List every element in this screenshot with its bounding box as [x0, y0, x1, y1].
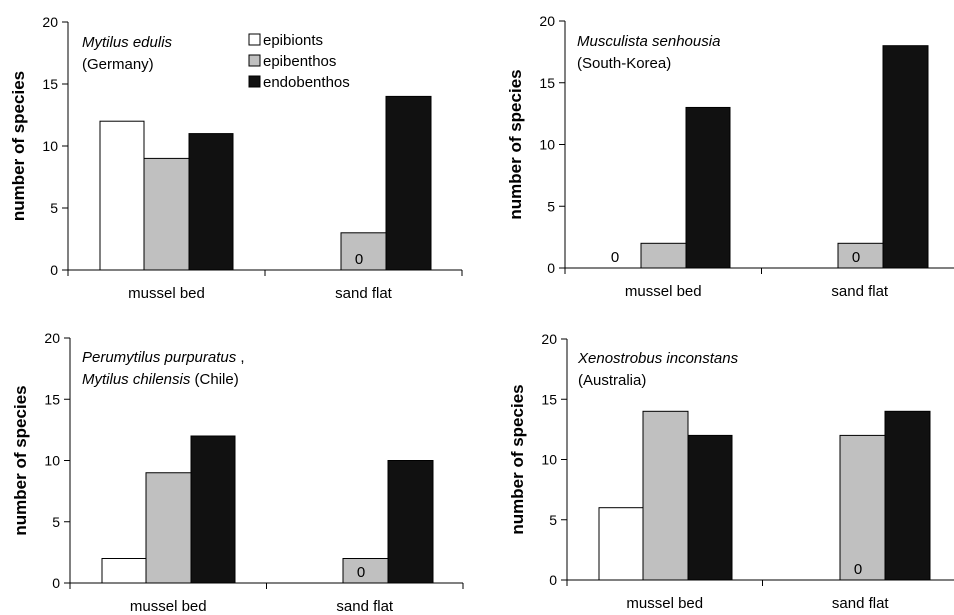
zero-value-label: 0 [357, 564, 365, 581]
y-axis-title: number of species [11, 385, 30, 535]
location-text: (Chile) [190, 371, 238, 388]
y-tick-label: 0 [547, 260, 555, 276]
bar-endobenthos-2 [385, 95, 432, 271]
zero-value-label: 0 [355, 251, 363, 268]
bar-endobenthos-1 [188, 133, 234, 271]
chart-panel-2: 0 0 0 5 10 15 20 mussel bed sand flat number of s… [506, 13, 954, 300]
x-category-label: mussel bed [130, 598, 207, 615]
bar-epibenthos-2 [342, 558, 389, 584]
legend-swatch-endobenthos [248, 75, 261, 88]
y-tick-label: 10 [541, 452, 557, 468]
bar-endobenthos-2 [882, 45, 929, 269]
species-name-italic: Perumytilus purpuratus [82, 349, 237, 366]
location-text: (South-Korea) [577, 55, 671, 72]
bar-endobenthos-1 [190, 435, 236, 584]
y-tick-label: 10 [42, 138, 58, 154]
y-axis-title: number of species [508, 384, 527, 534]
y-axis-title: number of species [9, 71, 28, 221]
species-annotation: (Australia) [578, 372, 646, 389]
x-category-label: sand flat [336, 598, 394, 615]
chart-panel-3: 0 0 5 10 15 20 mussel bed sand flat number of sp… [11, 330, 464, 615]
species-annotation: Musculista senhousia [577, 33, 720, 50]
zero-value-label: 0 [611, 249, 619, 266]
y-tick-label: 0 [52, 575, 60, 591]
bar-endobenthos-1 [687, 434, 733, 581]
x-category-label: mussel bed [128, 285, 205, 302]
species-annotation: Mytilus chilensis (Chile) [82, 371, 239, 388]
species-name-italic: Musculista senhousia [577, 33, 720, 50]
x-category-label: sand flat [335, 285, 393, 302]
bar-endobenthos-1 [685, 106, 731, 269]
zero-value-label: 0 [854, 561, 862, 578]
bar-epibionts-1 [598, 507, 644, 581]
legend-swatch-epibionts [248, 33, 261, 46]
bar-epibenthos-1 [640, 242, 687, 269]
y-tick-label: 20 [44, 330, 60, 346]
bar-epibenthos-1 [143, 157, 190, 271]
location-text: (Australia) [578, 372, 646, 389]
legend-swatch-epibenthos [248, 54, 261, 67]
bar-epibenthos-1 [145, 472, 192, 584]
species-name-italic: Mytilus edulis [82, 34, 173, 51]
legend-label-epibenthos: epibenthos [263, 53, 336, 70]
species-annotation: (South-Korea) [577, 55, 671, 72]
bar-epibenthos-2 [839, 434, 886, 581]
y-tick-label: 20 [42, 14, 58, 30]
legend-label-epibionts: epibionts [263, 32, 323, 49]
y-tick-label: 15 [539, 75, 555, 91]
y-tick-label: 0 [549, 572, 557, 588]
bar-endobenthos-2 [387, 460, 434, 584]
species-annotation: Mytilus edulis [82, 34, 173, 51]
x-category-label: mussel bed [625, 283, 702, 300]
y-tick-label: 5 [50, 200, 58, 216]
y-tick-label: 10 [539, 137, 555, 153]
location-text: , [236, 349, 244, 366]
species-annotation: (Germany) [82, 56, 154, 73]
species-name-italic: Xenostrobus inconstans [577, 350, 739, 367]
y-tick-label: 15 [541, 391, 557, 407]
y-tick-label: 10 [44, 453, 60, 469]
legend-label-endobenthos: endobenthos [263, 74, 350, 91]
bar-epibenthos-1 [642, 410, 689, 581]
bar-endobenthos-2 [884, 410, 931, 581]
y-axis-title: number of species [506, 69, 525, 219]
y-tick-label: 5 [52, 514, 60, 530]
bar-epibionts-1 [99, 120, 145, 271]
chart-panel-1: 0 0 5 10 15 20 mussel bed sand flat number of sp… [9, 14, 463, 302]
y-tick-label: 15 [44, 391, 60, 407]
y-tick-label: 5 [547, 198, 555, 214]
x-category-label: sand flat [831, 283, 889, 300]
y-tick-label: 15 [42, 76, 58, 92]
bar-epibenthos-2 [340, 232, 387, 271]
x-category-label: sand flat [832, 595, 890, 612]
species-annotation: Xenostrobus inconstans [577, 350, 739, 367]
location-text: (Germany) [82, 56, 154, 73]
y-tick-label: 20 [539, 13, 555, 29]
bar-epibenthos-2 [837, 242, 884, 269]
bar-epibionts-1 [101, 558, 147, 584]
zero-value-label: 0 [852, 249, 860, 266]
species-annotation: Perumytilus purpuratus , [82, 349, 245, 366]
species-name-italic: Mytilus chilensis [82, 371, 191, 388]
x-category-label: mussel bed [626, 595, 703, 612]
y-tick-label: 20 [541, 331, 557, 347]
chart-panel-4: 0 0 5 10 15 20 mussel bed sand flat number of sp… [508, 331, 954, 612]
y-tick-label: 5 [549, 512, 557, 528]
y-tick-label: 0 [50, 262, 58, 278]
